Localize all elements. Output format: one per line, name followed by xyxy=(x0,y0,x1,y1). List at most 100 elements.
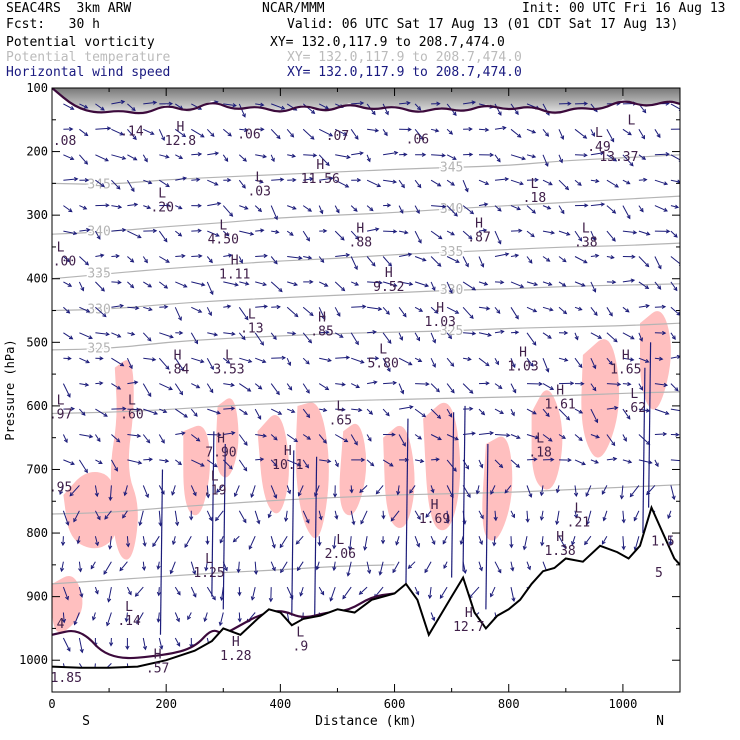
extremum-value: .18 xyxy=(528,445,551,460)
wind-vector xyxy=(318,103,329,110)
wind-vector xyxy=(622,536,625,550)
wind-vector-head xyxy=(178,330,184,336)
field-2-xy: XY= 132.0,117.9 to 208.7,474.0 xyxy=(287,50,522,65)
wind-vector-head xyxy=(153,410,159,415)
wind-vector xyxy=(430,179,441,187)
wind-vector xyxy=(222,205,233,217)
wind-vector-head xyxy=(179,390,184,396)
wind-vector xyxy=(399,253,412,257)
wind-vector xyxy=(143,179,152,184)
wind-vector-head xyxy=(299,592,304,597)
extremum-value: .06 xyxy=(237,128,260,143)
wind-vector-head xyxy=(392,229,398,234)
wind-vector xyxy=(366,459,374,467)
wind-vector xyxy=(443,561,448,569)
wind-vector xyxy=(430,230,442,240)
wind-vector xyxy=(398,383,404,394)
wind-vector-head xyxy=(525,518,530,523)
wind-vector-head xyxy=(120,99,126,105)
wind-vector-head xyxy=(425,513,430,518)
extremum-value: 1.03 xyxy=(507,360,538,375)
extremum-value: .18 xyxy=(523,191,546,206)
wind-vector xyxy=(330,586,336,601)
wind-vector xyxy=(414,179,422,188)
wind-vector-head xyxy=(516,435,521,439)
wind-vector-head xyxy=(284,517,289,523)
wind-vector xyxy=(541,536,544,546)
wind-vector-head xyxy=(435,388,440,393)
theta-contour-label: 340 xyxy=(440,202,463,217)
wind-vector xyxy=(239,128,248,131)
wind-vector-head xyxy=(369,207,374,212)
wind-vector-head xyxy=(200,359,205,364)
wind-vector-head xyxy=(345,355,351,360)
wind-vector xyxy=(159,383,173,390)
wind-vector-head xyxy=(612,157,618,162)
wind-vector xyxy=(318,256,324,263)
wind-vector xyxy=(286,485,291,494)
wind-vector xyxy=(63,332,73,340)
wind-vector xyxy=(62,536,64,546)
wind-vector-head xyxy=(582,134,588,139)
wind-vector xyxy=(191,281,205,286)
wind-vector xyxy=(558,434,566,439)
wind-vector-head xyxy=(625,308,630,313)
wind-vector xyxy=(175,177,187,181)
wind-vector-head xyxy=(496,309,501,315)
x-tick-label: 800 xyxy=(498,697,520,711)
wind-vector xyxy=(238,256,243,264)
wind-vector xyxy=(446,306,459,314)
wind-vector-head xyxy=(506,433,511,438)
wind-vector-head xyxy=(595,178,600,184)
wind-vector-head xyxy=(644,285,650,289)
wind-vector-head xyxy=(366,157,371,163)
wind-vector xyxy=(510,230,522,232)
wind-vector-head xyxy=(539,516,544,521)
wind-vector xyxy=(510,358,516,368)
wind-vector xyxy=(558,357,568,361)
wind-vector-head xyxy=(496,158,501,163)
wind-vector-head xyxy=(674,387,679,392)
wind-vector xyxy=(558,306,567,314)
wind-vector-head xyxy=(354,281,360,286)
wind-vector xyxy=(159,179,170,187)
wind-vector xyxy=(62,586,69,600)
wind-vector xyxy=(350,256,358,270)
wind-vector-head xyxy=(455,259,460,263)
wind-vector xyxy=(191,255,202,257)
wind-vector xyxy=(191,179,200,181)
wind-vector xyxy=(334,307,341,317)
wind-vector xyxy=(216,485,224,493)
wind-vector-head xyxy=(374,356,380,361)
wind-vector-head xyxy=(676,354,680,359)
wind-vector xyxy=(478,332,492,336)
wind-vector xyxy=(287,154,296,157)
wind-vector-head xyxy=(469,389,474,394)
wind-vector-head xyxy=(231,431,236,436)
theta-contour-2 xyxy=(52,195,680,235)
wind-vector-head xyxy=(197,203,202,208)
wind-vector xyxy=(654,205,668,212)
wind-vector xyxy=(254,561,257,574)
wind-vector-head xyxy=(452,156,457,160)
wind-vector-head xyxy=(276,304,281,310)
wind-vector-head xyxy=(585,492,590,497)
wind-vector-head xyxy=(84,261,90,266)
wind-vector-head xyxy=(492,542,497,547)
wind-vector-head xyxy=(665,410,670,415)
wind-vector-head xyxy=(436,101,441,106)
wind-vector xyxy=(430,408,441,419)
wind-vector-head xyxy=(431,286,436,292)
wind-vector-head xyxy=(83,104,89,109)
wind-vector-head xyxy=(371,262,376,267)
wind-vector-head xyxy=(646,231,651,236)
wind-vector-head xyxy=(163,238,168,243)
wind-vector xyxy=(526,561,531,570)
wind-vector xyxy=(191,128,205,138)
wind-vector-head xyxy=(213,463,218,468)
wind-vector xyxy=(542,179,553,186)
wind-vector xyxy=(143,281,152,288)
pv-shaded-region-8 xyxy=(383,425,415,528)
wind-vector xyxy=(430,256,442,267)
wind-vector xyxy=(494,408,504,414)
